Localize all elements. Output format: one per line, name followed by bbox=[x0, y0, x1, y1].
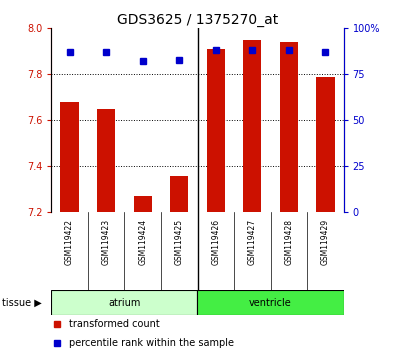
Bar bbox=[60, 102, 79, 212]
Bar bbox=[207, 49, 225, 212]
Bar bbox=[280, 42, 298, 212]
Bar bbox=[134, 196, 152, 212]
Text: GSM119424: GSM119424 bbox=[138, 219, 147, 265]
Bar bbox=[170, 176, 188, 212]
Text: atrium: atrium bbox=[108, 298, 141, 308]
Text: transformed count: transformed count bbox=[69, 319, 160, 329]
Text: GSM119427: GSM119427 bbox=[248, 219, 257, 265]
Bar bbox=[198, 290, 344, 315]
Text: tissue ▶: tissue ▶ bbox=[2, 298, 42, 308]
Text: GSM119428: GSM119428 bbox=[284, 219, 293, 265]
Text: percentile rank within the sample: percentile rank within the sample bbox=[69, 338, 234, 348]
Text: GSM119426: GSM119426 bbox=[211, 219, 220, 265]
Text: ventricle: ventricle bbox=[249, 298, 292, 308]
Text: GSM119422: GSM119422 bbox=[65, 219, 74, 265]
Title: GDS3625 / 1375270_at: GDS3625 / 1375270_at bbox=[117, 13, 278, 27]
Text: GSM119429: GSM119429 bbox=[321, 219, 330, 265]
Text: GSM119425: GSM119425 bbox=[175, 219, 184, 265]
Bar bbox=[51, 290, 198, 315]
Bar bbox=[316, 77, 335, 212]
Text: GSM119423: GSM119423 bbox=[102, 219, 111, 265]
Bar bbox=[243, 40, 261, 212]
Bar bbox=[97, 109, 115, 212]
